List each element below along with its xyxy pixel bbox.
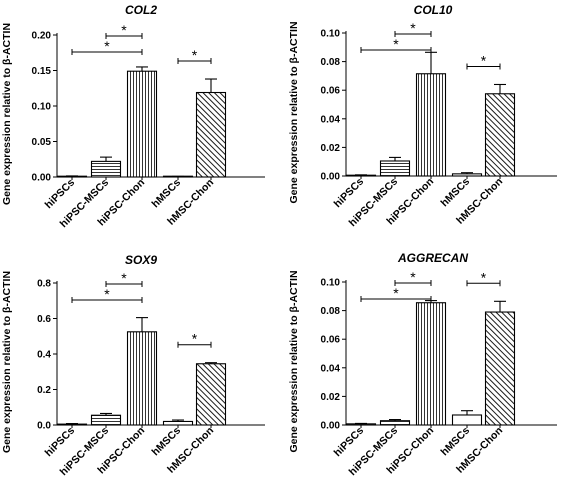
chart-panel-aggrecan: AGGRECAN Gene expression relative to β-AC… [288,251,557,478]
y-tick-label: 0.05 [32,137,52,148]
y-tick-label: 0.4 [37,350,51,361]
y-tick-label: 0.20 [32,31,52,42]
y-tick-label: 0.8 [37,279,51,290]
y-tick-label: 0.06 [321,335,341,346]
y-tick-label: 0.08 [321,57,341,68]
y-tick-label: 0.6 [37,314,51,325]
significance-star: * [104,286,110,302]
bar [195,363,227,426]
significance-star: * [104,38,110,54]
bar [451,173,483,177]
significance-star: * [192,47,198,63]
significance-star: * [393,36,399,52]
chart-panel-col10: COL10 Gene expression relative to β-ACTIN… [288,3,557,229]
y-tick-label: 0.02 [321,392,341,403]
bar [379,160,411,177]
bar [379,420,411,426]
significance-star: * [481,269,487,285]
y-axis-label: Gene expression relative to β-ACTIN [288,21,300,203]
bar [415,302,447,426]
chart-title: SOX9 [125,253,157,267]
y-tick-label: 0.10 [321,29,341,40]
bar [90,414,122,426]
y-tick-label: 0.04 [321,363,341,374]
y-tick-label: 0.10 [321,278,341,289]
bar [345,423,377,426]
chart-panel-sox9: SOX9 Gene expression relative to β-ACTIN 0… [1,253,265,478]
y-tick-label: 0.08 [321,306,341,317]
y-tick-label: 0.2 [37,385,51,396]
y-axis-label: Gene expression relative to β-ACTIN [1,271,13,453]
chart-title: COL10 [414,3,453,17]
bar [126,70,158,178]
y-tick-label: 0.06 [321,86,341,97]
bar [195,91,227,178]
significance-star: * [121,270,127,286]
significance-star: * [121,22,127,38]
y-tick-label: 0.10 [32,102,52,113]
bar [415,73,447,177]
bar [484,311,516,426]
y-tick-label: 0.0 [37,421,51,432]
significance-star: * [393,285,399,301]
y-tick-label: 0.00 [32,173,52,184]
bar [162,420,194,426]
y-tick-label: 0.00 [321,421,341,432]
y-tick-label: 0.04 [321,114,341,125]
significance-star: * [410,269,416,285]
significance-star: * [192,331,198,347]
y-axis-label: Gene expression relative to β-ACTIN [288,270,300,452]
significance-star: * [481,52,487,68]
y-tick-label: 0.15 [32,66,52,77]
bar [90,160,122,178]
bar [56,423,88,426]
chart-title: AGGRECAN [397,251,468,265]
significance-star: * [410,20,416,36]
chart-title: COL2 [125,3,157,17]
y-tick-label: 0.02 [321,143,341,154]
bar [484,93,516,177]
bar [451,414,483,426]
y-axis-label: Gene expression relative to β-ACTIN [1,23,13,205]
bar [126,331,158,426]
y-tick-label: 0.00 [321,172,341,183]
chart-panel-col2: COL2 Gene expression relative to β-ACTIN 0… [1,3,265,230]
